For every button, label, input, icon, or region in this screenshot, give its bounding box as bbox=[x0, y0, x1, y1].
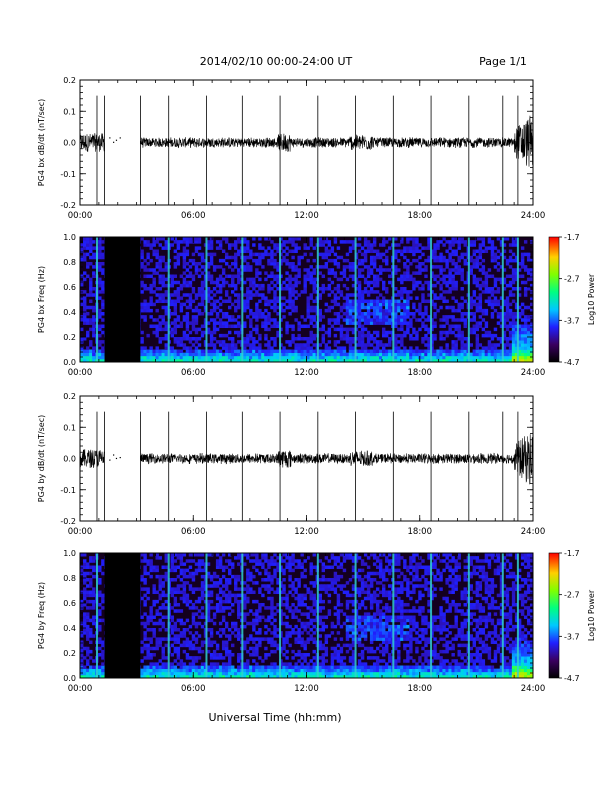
panel-2-y-tick-label: 0.4 bbox=[63, 308, 76, 317]
panel-3-x-tick-label: 00:00 bbox=[68, 527, 93, 537]
panel-3-axes: 00:00 06:00 12:00 18:00 24:00 -0.2 -0.1 0.0 0.1 0… bbox=[37, 392, 545, 537]
panel-4-colorbar: -1.7 -2.7 -3.7 -4.7 Log10 Power bbox=[548, 549, 596, 683]
panel-2-y-tick-label: 0.8 bbox=[63, 258, 76, 267]
panel-4-x-tick-label: 24:00 bbox=[521, 684, 546, 694]
panel-4-spike-column bbox=[354, 553, 357, 678]
panel-3-x-tick-label: 24:00 bbox=[521, 527, 546, 537]
panel-3-y-tick-label: 0.1 bbox=[63, 423, 76, 432]
panel-2-y-tick-label: 0.6 bbox=[63, 283, 76, 292]
panel-4-spike-column bbox=[501, 553, 504, 678]
panel-2-spike-column bbox=[95, 237, 98, 362]
panel-4-spectrogram bbox=[80, 553, 534, 679]
panel-1-y-tick-label: -0.2 bbox=[60, 201, 76, 210]
panel-4-spike-column bbox=[467, 553, 470, 678]
panel-3-y-axis-label: PG4 by dB/dt (nT/sec) bbox=[37, 415, 46, 502]
panel-4-data-gap bbox=[104, 553, 141, 678]
panel-2-colorbar-tick-label: -2.7 bbox=[564, 275, 580, 284]
panel-2-spike-column bbox=[430, 237, 433, 362]
panel-4-colorbar-tick-label: -4.7 bbox=[564, 674, 580, 683]
panel-4-spike-column bbox=[392, 553, 395, 678]
panel-1-y-tick-label: -0.1 bbox=[60, 170, 76, 179]
panel-4-y-tick-label: 0.0 bbox=[63, 674, 76, 683]
panel-4-x-tick-label: 00:00 bbox=[68, 684, 93, 694]
panel-4-y-axis-label: PG4 by Freq (Hz) bbox=[37, 582, 46, 649]
panel-2-colorbar-tick-label: -3.7 bbox=[564, 316, 580, 325]
panel-2-spike-column bbox=[354, 237, 357, 362]
panel-3-x-tick-label: 12:00 bbox=[294, 527, 319, 537]
panel-2-y-axis-label: PG4 bx Freq (Hz) bbox=[37, 266, 46, 333]
panel-4-spike-column bbox=[316, 553, 319, 678]
panel-2-y-tick-label: 0.2 bbox=[63, 333, 76, 342]
panel-1-timeseries bbox=[79, 95, 534, 205]
panel-2-spike-column bbox=[279, 237, 282, 362]
panel-2-spectrogram bbox=[80, 237, 534, 363]
x-axis-title: Universal Time (hh:mm) bbox=[209, 711, 342, 724]
panel-2-spike-column bbox=[241, 237, 244, 362]
panel-3-y-tick-label: 0.0 bbox=[63, 455, 76, 464]
panel-2-colorbar-tick-label: -4.7 bbox=[564, 358, 580, 367]
panel-4-colorbar-tick-label: -1.7 bbox=[564, 549, 580, 558]
panel-4-y-tick-label: 0.8 bbox=[63, 574, 76, 583]
panel-3-y-tick-label: 0.2 bbox=[63, 392, 76, 401]
panel-2-data-gap bbox=[104, 237, 141, 362]
panel-4-y-tick-label: 0.6 bbox=[63, 599, 76, 608]
panel-4-colorbar-tick-label: -3.7 bbox=[564, 632, 580, 641]
panel-2-colorbar-label: Log10 Power bbox=[587, 273, 596, 325]
panel-1-y-tick-label: 0.0 bbox=[63, 139, 76, 148]
panel-2-spike-column bbox=[205, 237, 208, 362]
panel-2-spike-column bbox=[316, 237, 319, 362]
panel-2-x-tick-label: 12:00 bbox=[294, 368, 319, 378]
panel-4-y-tick-label: 1.0 bbox=[63, 549, 76, 558]
panel-4-spike-column bbox=[95, 553, 98, 678]
panel-2-y-tick-label: 1.0 bbox=[63, 233, 76, 242]
panel-4-spike-column bbox=[205, 553, 208, 678]
panel-4-x-tick-label: 12:00 bbox=[294, 684, 319, 694]
panel-1-x-tick-label: 18:00 bbox=[408, 211, 433, 221]
panel-4-axes: 00:00 06:00 12:00 18:00 24:00 0.0 0.2 0.4 0.6 0.8… bbox=[37, 549, 545, 694]
panel-2-y-tick-label: 0.0 bbox=[63, 358, 76, 367]
panel-4-spike-column bbox=[241, 553, 244, 678]
panel-1-axes: 00:00 06:00 12:00 18:00 24:00 -0.2 -0.1 0.0 0.1 0… bbox=[37, 76, 545, 221]
panel-3-signal-trace bbox=[79, 434, 534, 485]
panel-2-axes: 00:00 06:00 12:00 18:00 24:00 0.0 0.2 0.4 0.6 0.8… bbox=[37, 233, 545, 378]
panel-1-x-tick-label: 12:00 bbox=[294, 211, 319, 221]
panel-4-x-tick-label: 18:00 bbox=[408, 684, 433, 694]
panel-2-x-tick-label: 06:00 bbox=[181, 368, 206, 378]
panel-2-colorbar-tick-label: -1.7 bbox=[564, 233, 580, 242]
page-title: 2014/02/10 00:00-24:00 UT bbox=[200, 55, 353, 68]
panel-1-y-tick-label: 0.2 bbox=[63, 76, 76, 85]
panel-4-spike-column bbox=[279, 553, 282, 678]
panel-3-y-tick-label: -0.2 bbox=[60, 517, 76, 526]
panel-2-x-tick-label: 24:00 bbox=[521, 368, 546, 378]
panel-4-y-tick-label: 0.2 bbox=[63, 649, 76, 658]
panel-1-y-axis-label: PG4 bx dB/dt (nT/sec) bbox=[37, 99, 46, 186]
panel-1-x-tick-label: 24:00 bbox=[521, 211, 546, 221]
panel-1-signal-trace bbox=[79, 115, 534, 167]
panel-4-colorbar-tick-label: -2.7 bbox=[564, 591, 580, 600]
panel-4-spike-column bbox=[516, 553, 519, 678]
panel-4-x-tick-label: 06:00 bbox=[181, 684, 206, 694]
panel-3-x-tick-label: 06:00 bbox=[181, 527, 206, 537]
panel-2-x-tick-label: 18:00 bbox=[408, 368, 433, 378]
panel-2-spike-column bbox=[501, 237, 504, 362]
panel-1-y-tick-label: 0.1 bbox=[63, 107, 76, 116]
panel-3-timeseries bbox=[79, 411, 534, 521]
panel-2-spike-column bbox=[167, 237, 170, 362]
panel-2-spike-column bbox=[467, 237, 470, 362]
panel-2-colorbar: -1.7 -2.7 -3.7 -4.7 Log10 Power bbox=[548, 233, 596, 367]
panel-2-spike-column bbox=[516, 237, 519, 362]
panel-1-x-tick-label: 00:00 bbox=[68, 211, 93, 221]
panel-4-y-tick-label: 0.4 bbox=[63, 624, 76, 633]
panel-4-colorbar-label: Log10 Power bbox=[587, 589, 596, 641]
panel-3-x-tick-label: 18:00 bbox=[408, 527, 433, 537]
panel-2-x-tick-label: 00:00 bbox=[68, 368, 93, 378]
panel-3-y-tick-label: -0.1 bbox=[60, 486, 76, 495]
panel-1-x-tick-label: 06:00 bbox=[181, 211, 206, 221]
panel-4-spike-column bbox=[430, 553, 433, 678]
page-number: Page 1/1 bbox=[479, 55, 527, 68]
panel-4-spike-column bbox=[167, 553, 170, 678]
panel-2-spike-column bbox=[392, 237, 395, 362]
